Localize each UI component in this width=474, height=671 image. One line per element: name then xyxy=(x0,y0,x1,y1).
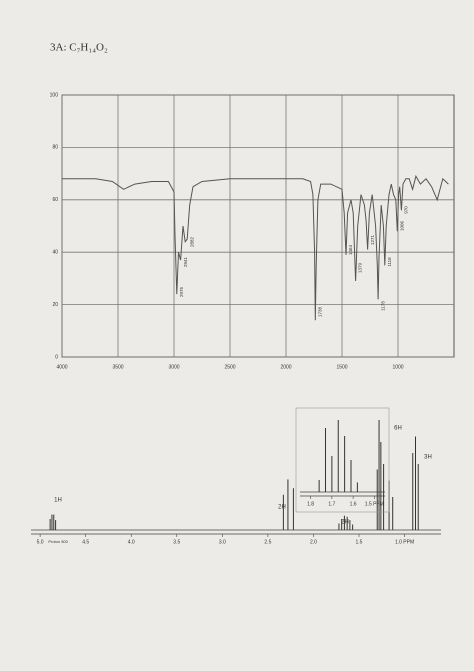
x-tick-label: 3.5 xyxy=(173,539,180,545)
y-tick-label: 40 xyxy=(52,250,58,256)
x-tick-label: 1.6 xyxy=(350,501,357,507)
x-tick-label: 1.8 xyxy=(307,501,314,507)
x-tick-label: 4000 xyxy=(56,364,67,370)
x-tick-label: 1.5 PPM xyxy=(365,501,384,507)
x-tick-label: 2.5 xyxy=(264,539,271,545)
y-tick-label: 0 xyxy=(55,354,58,360)
peak-label: 1271 xyxy=(370,234,375,245)
x-tick-label: 2000 xyxy=(280,364,291,370)
spectrum-line xyxy=(62,174,449,321)
integration-label: 6H xyxy=(394,426,402,432)
x-tick-label: 3000 xyxy=(168,364,179,370)
x-tick-label: 5.0 xyxy=(37,539,44,545)
x-tick-label: 1.5 xyxy=(356,539,363,545)
x-tick-label: 4.0 xyxy=(128,539,135,545)
x-tick-label: 1.7 xyxy=(328,501,335,507)
inset-frame xyxy=(295,407,390,513)
peak-label: 1738 xyxy=(318,306,323,317)
problem-title: 3A: C₇H₁₄O₂ xyxy=(50,42,108,54)
x-tick-label: 4.5 xyxy=(82,539,89,545)
x-tick-label: 1500 xyxy=(336,364,347,370)
y-tick-label: 80 xyxy=(52,145,58,151)
integration-label: 1H xyxy=(54,498,62,504)
x-tick-label: 2.0 xyxy=(310,539,317,545)
peak-label: 1118 xyxy=(387,257,392,267)
peak-label: 970 xyxy=(404,206,409,214)
x-tick-label: 3.0 xyxy=(219,539,226,545)
peak-label: 2941 xyxy=(183,256,188,267)
spectrometer-note: Proton 500 xyxy=(48,539,68,544)
peak-label: 1464 xyxy=(348,244,353,255)
peak-label: 1379 xyxy=(358,262,363,273)
x-tick-label: 1000 xyxy=(392,364,403,370)
peak-label: 2882 xyxy=(189,236,194,247)
y-tick-label: 20 xyxy=(52,302,58,308)
x-tick-label: 3500 xyxy=(112,364,123,370)
integration-label: 2H xyxy=(341,520,349,526)
x-tick-label: 1.0 PPM xyxy=(395,539,414,545)
peak-label: 1178 xyxy=(380,301,385,311)
integration-label: 3H xyxy=(424,455,432,461)
integration-label: 2H xyxy=(278,505,286,511)
y-tick-label: 60 xyxy=(52,197,58,203)
peak-label: 1006 xyxy=(400,220,405,231)
y-tick-label: 100 xyxy=(50,92,59,98)
peak-label: 2975 xyxy=(179,286,184,297)
x-tick-label: 2500 xyxy=(224,364,235,370)
